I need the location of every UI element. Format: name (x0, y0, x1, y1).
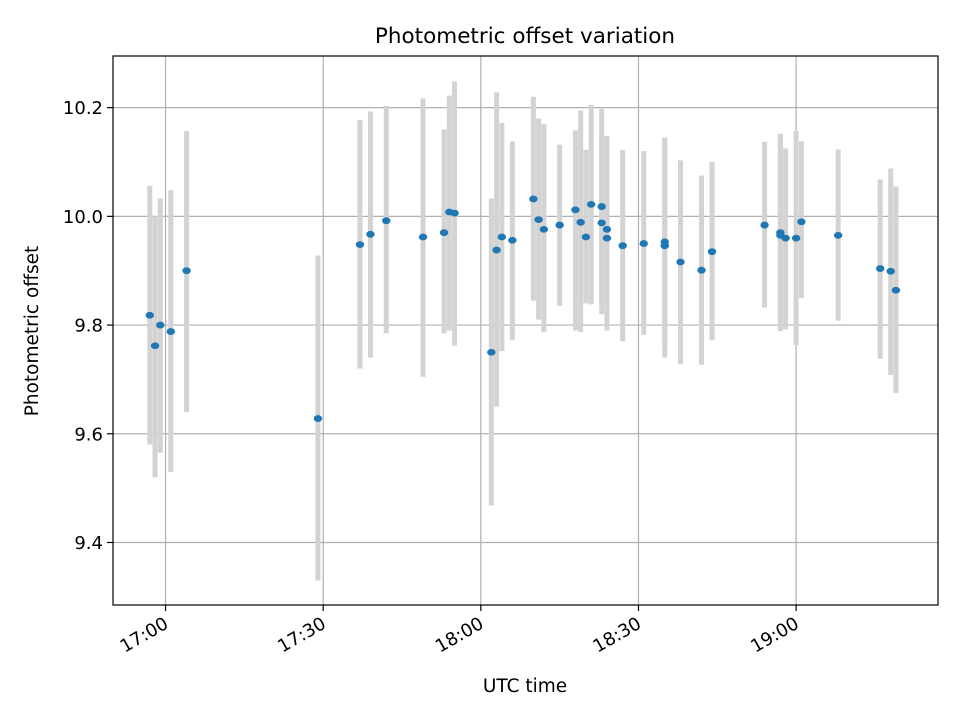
data-point (539, 225, 549, 233)
y-tick-label: 9.4 (74, 533, 103, 554)
y-tick-label: 9.6 (74, 424, 103, 445)
data-point (660, 238, 669, 246)
data-point (597, 219, 606, 227)
x-tick-label: 19:00 (747, 613, 802, 657)
data-point (576, 218, 585, 226)
data-point (886, 267, 895, 275)
data-point (581, 233, 591, 241)
data-point (586, 200, 596, 208)
data-point (791, 234, 801, 242)
data-point (166, 328, 176, 335)
data-point (145, 311, 154, 319)
data-point (602, 234, 612, 242)
data-point (707, 248, 717, 256)
x-tick-label: 17:00 (117, 613, 172, 657)
x-tick-label: 17:30 (274, 613, 329, 657)
data-point (418, 233, 428, 241)
y-tick-label: 9.8 (74, 316, 103, 337)
data-point (487, 348, 496, 356)
data-point (355, 241, 365, 249)
data-point (833, 231, 843, 239)
data-point (781, 234, 790, 242)
data-point (492, 246, 501, 254)
data-point (382, 217, 391, 225)
data-point (497, 233, 507, 241)
data-point (597, 203, 606, 210)
chart-title: Photometric offset variation (375, 24, 675, 49)
x-axis-label: UTC time (483, 676, 567, 697)
grid-layer (113, 56, 938, 605)
y-tick-label: 10.0 (63, 207, 103, 228)
y-tick-label: 10.2 (63, 98, 103, 119)
data-point (875, 265, 885, 272)
data-point (676, 258, 685, 266)
data-point (508, 236, 517, 244)
data-point (697, 266, 706, 274)
data-point (891, 286, 901, 294)
data-point (602, 225, 612, 233)
x-tick-label: 18:30 (590, 613, 645, 657)
data-point (797, 218, 806, 226)
axis-ticks: 9.4 9.6 9.8 10.0 10.2 17:00 17:30 18:00 18:30 19:… (63, 98, 803, 657)
data-point (450, 209, 459, 217)
data-points (145, 195, 901, 422)
data-point (156, 321, 165, 329)
plot-frame (112, 55, 939, 606)
data-point (760, 221, 769, 229)
data-point (182, 267, 191, 275)
data-point (639, 240, 648, 247)
data-point (150, 342, 160, 350)
x-tick-label: 18:00 (432, 613, 487, 657)
error-bars (147, 81, 899, 581)
data-point (313, 415, 323, 422)
data-point (618, 242, 627, 250)
data-point (439, 229, 449, 237)
data-point (366, 230, 375, 238)
data-point (571, 206, 580, 214)
data-point (534, 216, 543, 224)
data-point (529, 195, 538, 203)
data-point (555, 221, 564, 229)
y-axis-label: Photometric offset (22, 246, 43, 417)
